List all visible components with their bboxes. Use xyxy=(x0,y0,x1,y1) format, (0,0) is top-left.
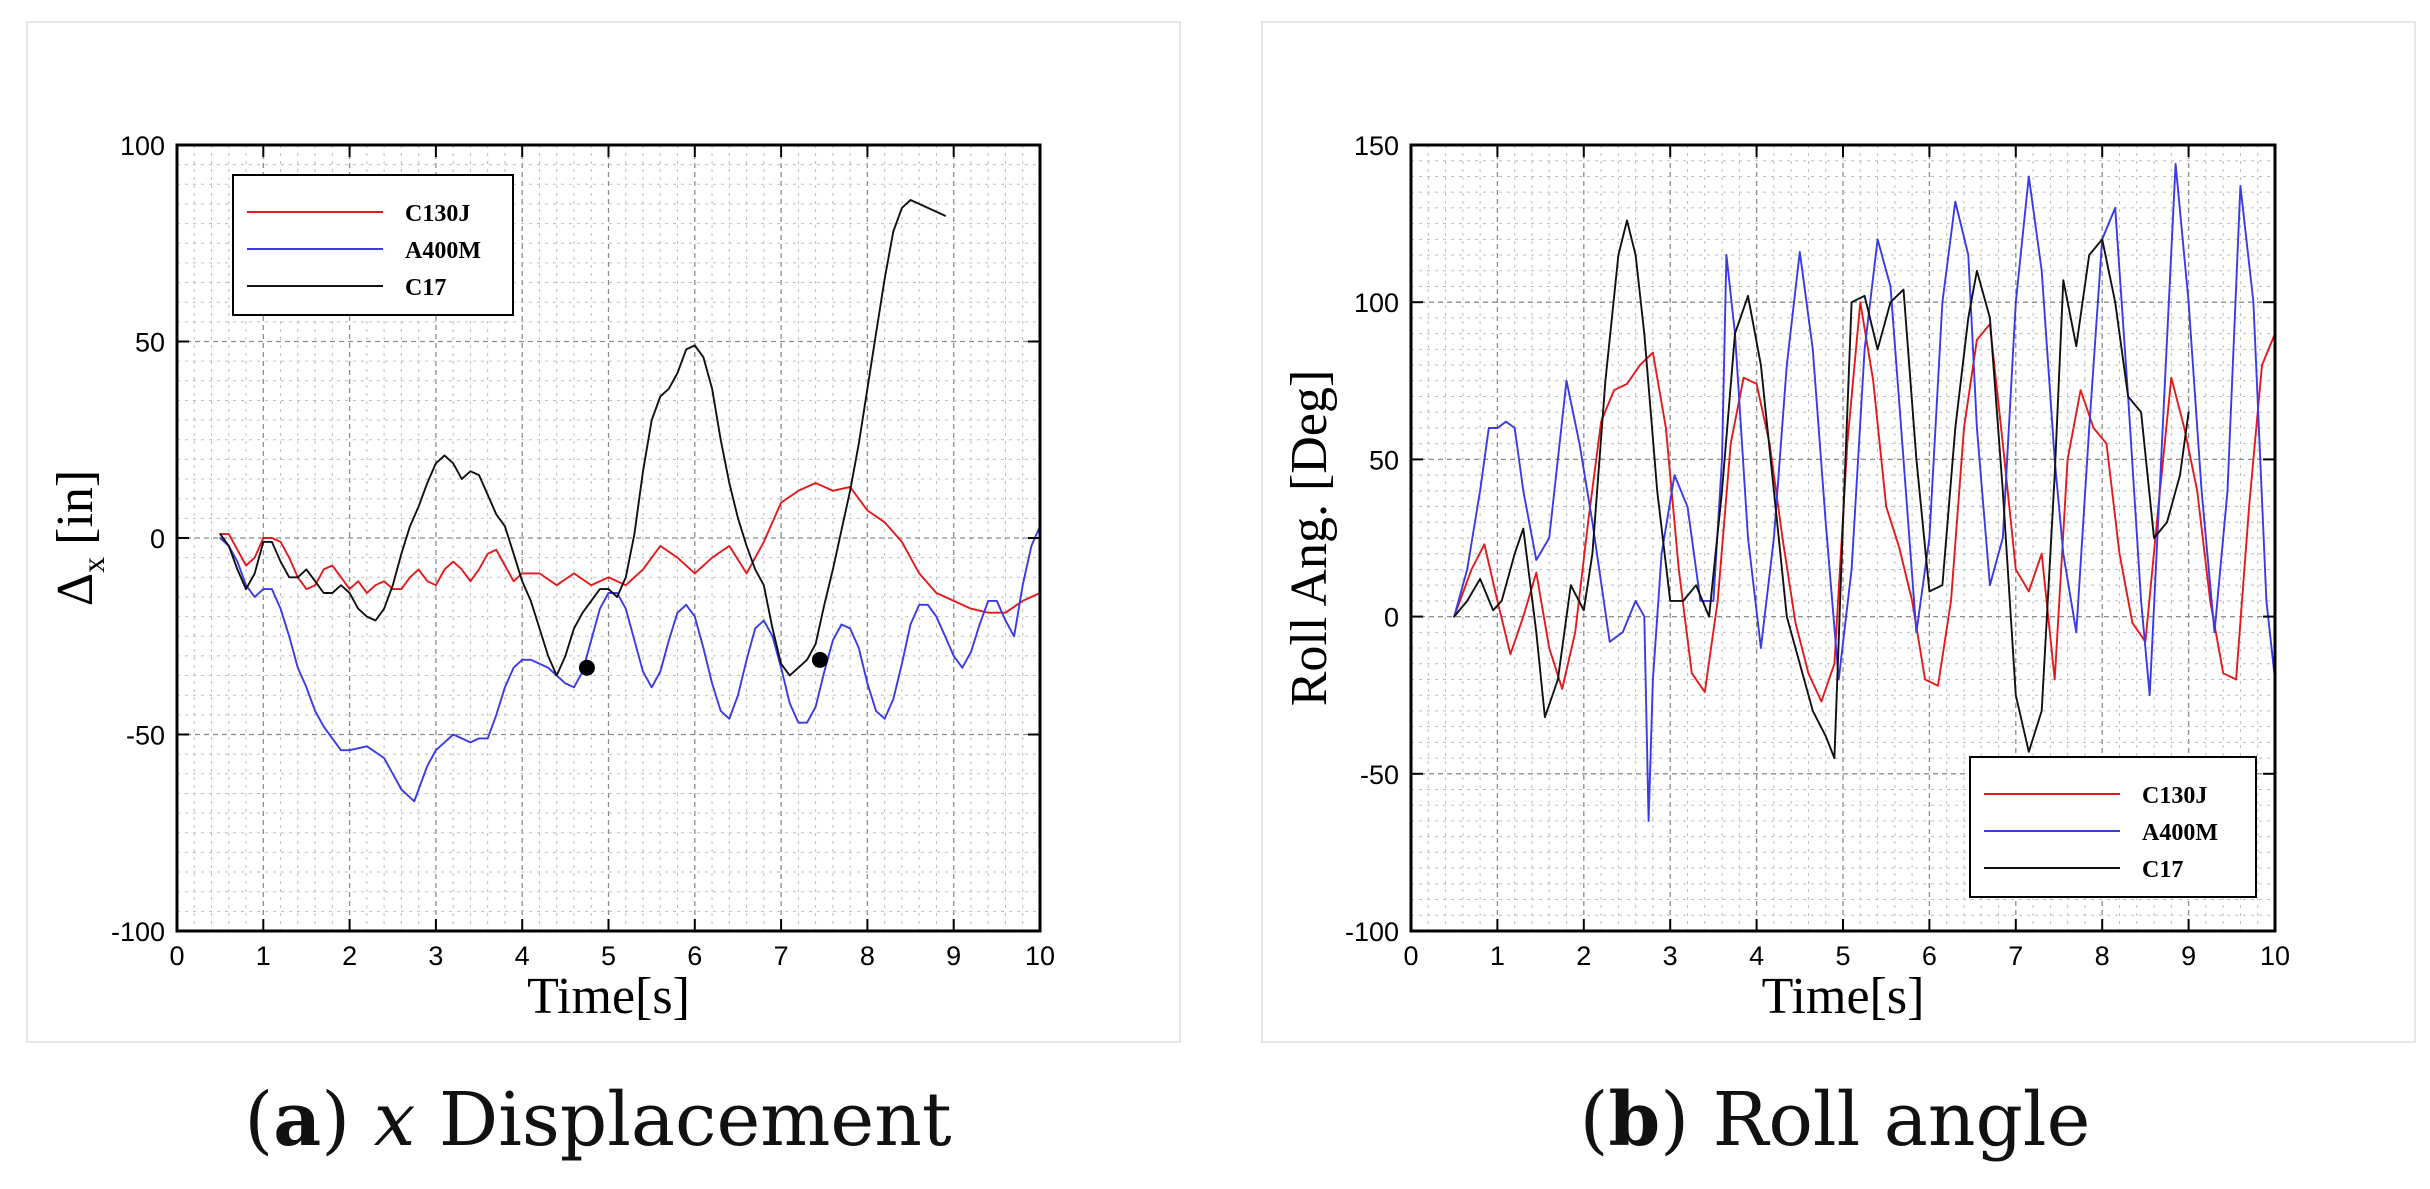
x-tick-label: 9 xyxy=(946,941,961,971)
legend-label-a400m: A400M xyxy=(2142,820,2218,846)
caption-title-b: Roll angle xyxy=(1713,1077,2091,1163)
axis-ticks xyxy=(176,144,1041,932)
caption-italic-a: x xyxy=(374,1077,416,1163)
x-tick-label: 8 xyxy=(860,941,875,971)
x-tick-label: 9 xyxy=(2181,941,2196,971)
panel-caption-b: (b) Roll angle xyxy=(1580,1077,2091,1163)
legend-label-c17: C17 xyxy=(2142,857,2183,883)
y-axis-title: Δx [in] xyxy=(47,470,111,607)
x-tick-label: 7 xyxy=(2008,941,2023,971)
panel-caption-a: (a) x Displacement xyxy=(244,1077,951,1163)
y-tick-label: 50 xyxy=(1369,445,1399,475)
x-tick-label: 3 xyxy=(428,941,443,971)
x-tick-label: 6 xyxy=(687,941,702,971)
x-tick-label: 2 xyxy=(342,941,357,971)
legend-box xyxy=(232,174,514,316)
series-line-a400m xyxy=(219,525,1040,803)
data-marker xyxy=(811,651,828,668)
x-tick-label: 10 xyxy=(2260,941,2290,971)
marker-group xyxy=(578,651,828,676)
x-tick-label: 6 xyxy=(1922,941,1937,971)
x-tick-label: 4 xyxy=(1749,941,1764,971)
y-tick-label: 50 xyxy=(135,328,165,358)
y-tick-label: -100 xyxy=(111,917,165,947)
y-tick-label: 100 xyxy=(120,131,165,161)
y-tick-label: -50 xyxy=(1360,760,1399,790)
series-line-c17 xyxy=(1453,219,2190,760)
x-tick-label: 4 xyxy=(515,941,530,971)
y-tick-label: -50 xyxy=(126,721,165,751)
y-tick-label: 0 xyxy=(150,524,165,554)
axis-ticks xyxy=(1410,144,2276,932)
panel-label-b: b xyxy=(1608,1077,1660,1163)
legend-label-c17: C17 xyxy=(405,275,446,301)
y-axis-unit: [in] xyxy=(47,470,104,545)
x-tick-label: 5 xyxy=(601,941,616,971)
y-tick-label: 100 xyxy=(1354,288,1399,318)
x-tick-label: 2 xyxy=(1576,941,1591,971)
x-tick-label: 1 xyxy=(1490,941,1505,971)
plot-area xyxy=(1453,162,2275,822)
x-tick-label: 8 xyxy=(2095,941,2110,971)
tick-labels: 0 1 2 3 4 5 6 7 8 9 10 -100 -50 0 50 100 150 xyxy=(1345,131,2290,971)
legend: C130J A400M C17 xyxy=(232,174,514,316)
panel-background xyxy=(26,21,1181,1043)
data-marker xyxy=(578,659,595,676)
series-line-c130j xyxy=(1453,301,2275,703)
legend-label-a400m: A400M xyxy=(405,238,481,264)
x-tick-label: 0 xyxy=(1403,941,1418,971)
y-tick-label: 150 xyxy=(1354,131,1399,161)
x-tick-label: 3 xyxy=(1663,941,1678,971)
x-tick-label: 10 xyxy=(1025,941,1055,971)
series-line-a400m xyxy=(1453,162,2275,822)
legend-label-c130j: C130J xyxy=(2142,783,2207,809)
series-line-c17 xyxy=(219,199,947,677)
series-group xyxy=(219,199,1040,803)
y-tick-label: 0 xyxy=(1384,603,1399,633)
x-tick-label: 7 xyxy=(774,941,789,971)
y-axis-symbol: Δ xyxy=(47,573,104,606)
caption-title-a: Displacement xyxy=(439,1077,952,1163)
x-tick-label: 1 xyxy=(256,941,271,971)
x-tick-label: 0 xyxy=(169,941,184,971)
tick-labels: 0 1 2 3 4 5 6 7 8 9 10 -100 -50 0 50 100 xyxy=(111,131,1055,971)
y-axis-subscript: x xyxy=(75,557,111,573)
y-axis-title: Roll Ang. [Deg] xyxy=(1281,370,1338,707)
legend: C130J A400M C17 xyxy=(1969,756,2257,898)
panel-label-a: a xyxy=(273,1077,321,1163)
plot-area xyxy=(219,199,1040,803)
series-group xyxy=(1453,162,2275,822)
x-tick-label: 5 xyxy=(1835,941,1850,971)
x-axis-title: Time[s] xyxy=(1762,968,1925,1025)
y-tick-label: -100 xyxy=(1345,917,1399,947)
x-axis-title: Time[s] xyxy=(527,968,690,1025)
legend-box xyxy=(1969,756,2257,898)
legend-label-c130j: C130J xyxy=(405,201,470,227)
